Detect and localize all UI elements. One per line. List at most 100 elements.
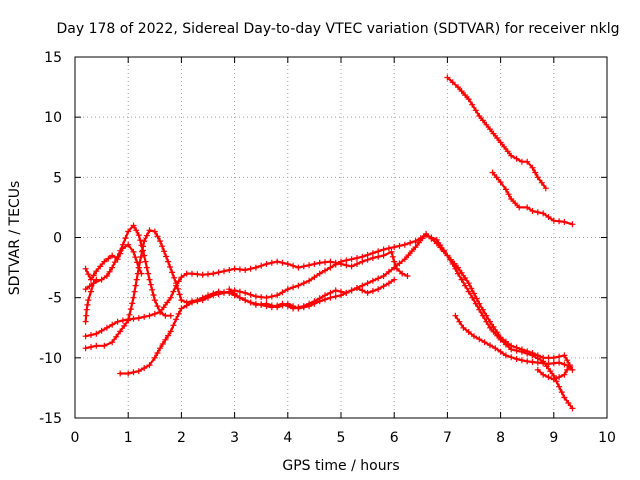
data-point — [354, 261, 360, 267]
series-satellite-track-8 — [231, 230, 573, 383]
data-point — [487, 324, 493, 331]
data-point — [469, 294, 476, 301]
data-point — [569, 221, 576, 228]
data-point — [268, 259, 275, 266]
data-point — [98, 327, 105, 334]
x-tick-label: 0 — [71, 430, 80, 446]
data-point — [481, 339, 488, 346]
data-point — [111, 259, 118, 266]
data-point — [231, 265, 238, 272]
data-point — [165, 258, 172, 265]
data-point — [494, 135, 501, 141]
data-point — [516, 204, 523, 211]
data-point — [396, 242, 403, 249]
data-point — [215, 269, 222, 276]
series-satellite-track-4 — [82, 227, 238, 352]
data-point — [497, 179, 504, 186]
data-point — [391, 264, 398, 271]
data-point — [458, 276, 465, 283]
series-satellite-track-10 — [444, 74, 549, 192]
data-point — [178, 297, 185, 304]
x-tick-label: 9 — [549, 430, 558, 446]
data-point — [487, 342, 493, 349]
data-point — [391, 244, 398, 251]
data-point — [221, 289, 227, 296]
data-point — [556, 383, 563, 390]
data-point — [300, 304, 307, 311]
data-point — [556, 353, 563, 360]
data-point — [540, 371, 547, 378]
data-point — [483, 121, 490, 128]
data-point — [534, 174, 541, 181]
data-point — [513, 356, 520, 362]
data-point — [364, 251, 371, 258]
data-point — [109, 264, 116, 271]
data-point — [561, 371, 568, 378]
data-point — [455, 270, 461, 277]
x-tick-label: 6 — [390, 430, 399, 446]
data-point — [508, 354, 515, 361]
data-point — [440, 248, 447, 255]
data-point — [542, 185, 549, 192]
data-point — [375, 248, 382, 255]
data-point — [508, 152, 515, 159]
series-satellite-track-3 — [82, 276, 100, 325]
x-tick-label: 7 — [443, 430, 452, 446]
data-point — [194, 298, 201, 305]
data-point — [242, 267, 249, 273]
data-point — [138, 254, 144, 260]
data-point — [145, 270, 152, 277]
data-point — [149, 286, 156, 293]
data-series — [82, 74, 576, 412]
y-tick-label: 10 — [44, 110, 62, 126]
series-line — [454, 314, 574, 371]
data-point — [247, 265, 254, 272]
data-point — [88, 276, 94, 283]
data-point — [518, 357, 525, 364]
data-point — [122, 235, 129, 242]
data-point — [322, 267, 328, 274]
data-point — [101, 258, 108, 265]
data-point — [151, 310, 158, 317]
data-point — [502, 186, 509, 193]
data-point — [476, 336, 483, 343]
data-point — [401, 256, 408, 263]
data-point — [380, 252, 387, 259]
data-point — [125, 316, 132, 323]
data-point — [167, 294, 174, 301]
data-point — [98, 276, 105, 283]
data-point — [508, 342, 515, 349]
y-tick-label: 5 — [53, 170, 62, 186]
series-satellite-track-2 — [82, 241, 145, 283]
data-point — [550, 376, 557, 383]
data-point — [151, 228, 158, 235]
data-point — [462, 275, 469, 281]
data-point — [437, 244, 444, 251]
data-point — [322, 296, 328, 303]
data-point — [380, 246, 387, 253]
data-point — [194, 271, 201, 278]
data-point — [129, 300, 136, 307]
data-point — [556, 218, 563, 225]
data-point — [274, 292, 281, 299]
data-point — [513, 344, 520, 351]
plot-frame — [74, 56, 608, 419]
data-point — [97, 263, 104, 270]
data-point — [215, 291, 222, 298]
data-point — [268, 293, 275, 300]
data-point — [300, 263, 307, 270]
data-point — [119, 245, 126, 252]
data-point — [178, 305, 185, 312]
data-point — [311, 261, 318, 267]
x-tick-label: 2 — [177, 430, 186, 446]
data-point — [252, 293, 259, 300]
data-point — [178, 274, 185, 281]
data-point — [369, 277, 376, 284]
data-point — [479, 306, 486, 313]
grid-lines — [75, 57, 607, 418]
data-point — [263, 300, 270, 307]
data-point — [290, 262, 297, 269]
data-point — [380, 283, 387, 290]
data-point — [242, 297, 249, 304]
data-point — [88, 332, 94, 338]
